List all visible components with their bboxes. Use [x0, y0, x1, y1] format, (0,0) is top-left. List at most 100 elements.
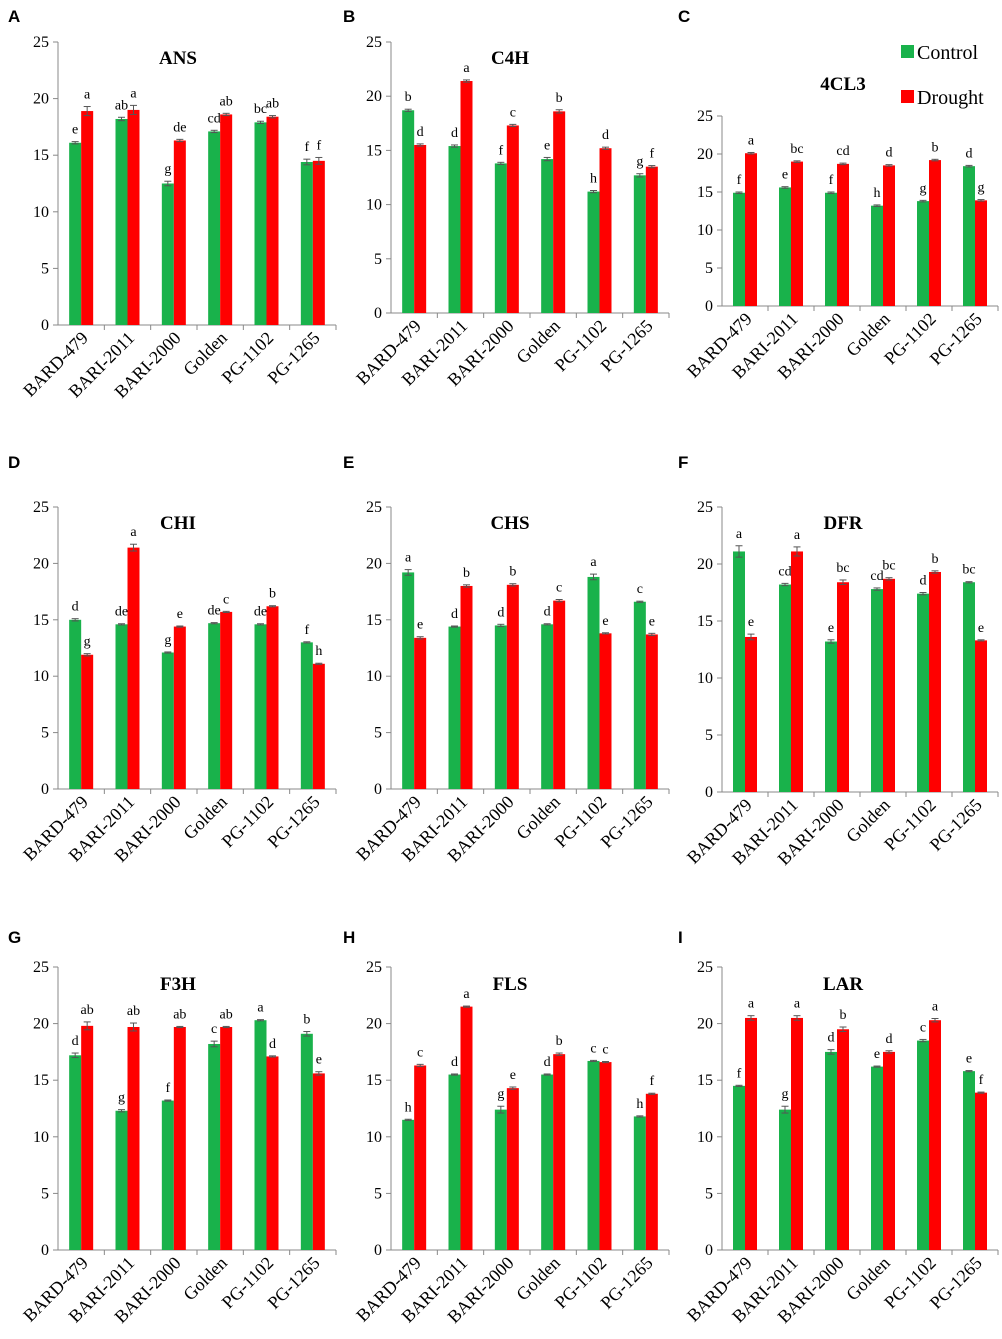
panel-i-bar-control — [963, 1071, 975, 1250]
panel-e-sig-label: e — [649, 614, 655, 629]
panel-f-y-tick-label: 20 — [697, 556, 713, 573]
panel-e-sig-label: c — [637, 582, 643, 597]
panel-a-bar-control — [254, 122, 267, 325]
panel-b-sig-label: e — [544, 138, 550, 153]
panel-g-y-tick-label: 25 — [33, 959, 49, 976]
panel-f-y-tick-label: 5 — [705, 727, 713, 744]
panel-h-bar-drought — [553, 1054, 566, 1250]
panel-e-sig-label: e — [417, 618, 423, 633]
panel-i-sig-label: c — [920, 1020, 926, 1035]
panel-b-sig-label: h — [590, 172, 597, 187]
panel-g-sig-label: c — [211, 1022, 217, 1037]
panel-a-y-tick-label: 10 — [33, 204, 49, 221]
legend-label-control: Control — [917, 42, 979, 64]
panel-i-letter: I — [678, 928, 683, 947]
panel-h-sig-label: g — [497, 1087, 504, 1102]
panel-e-bar-control — [633, 601, 646, 789]
panel-c-sig-label: d — [966, 146, 973, 161]
panel-c-letter: C — [678, 7, 690, 26]
panel-b-bar-control — [402, 110, 415, 314]
panel-b-sig-label: f — [649, 147, 654, 162]
panel-b-bar-control — [587, 191, 600, 313]
panel-d-bar-drought — [173, 626, 186, 789]
panel-c-sig-label: b — [932, 140, 939, 155]
panel-c-bar-drought — [791, 161, 803, 306]
panel-i-sig-label: b — [840, 1008, 847, 1023]
panel-e-sig-label: b — [509, 565, 516, 580]
panel-f-bar-control — [779, 584, 791, 792]
panel-c-sig-label: e — [782, 168, 788, 183]
panel-d-sig-label: c — [223, 592, 229, 607]
panel-e-letter: E — [343, 453, 354, 472]
panel-d-bar-drought — [81, 654, 94, 789]
panel-a-sig-label: g — [164, 162, 171, 177]
panel-a-bar-control — [161, 183, 174, 325]
panel-g-sig-label: b — [303, 1013, 310, 1028]
panel-f-bar-control — [917, 593, 929, 792]
panel-h-y-tick-label: 20 — [366, 1016, 382, 1033]
panel-d-title: CHI — [160, 513, 196, 534]
panel-f-sig-label: cd — [870, 569, 883, 584]
panel-e-bar-control — [541, 624, 554, 789]
panel-g-sig-label: ab — [127, 1004, 140, 1019]
panel-c-sig-label: cd — [836, 144, 849, 159]
panel-f-letter: F — [678, 453, 688, 472]
panel-e-y-tick-label: 10 — [366, 668, 382, 685]
panel-h-bar-control — [448, 1074, 461, 1250]
panel-c-y-tick-label: 0 — [705, 298, 713, 315]
panel-b-letter: B — [343, 7, 355, 26]
panel-h-sig-label: c — [602, 1043, 608, 1058]
panel-b-bar-drought — [599, 148, 612, 313]
panel-d-sig-label: de — [115, 605, 128, 620]
legend-swatch-control — [901, 45, 914, 58]
panel-f-y-tick-label: 10 — [697, 670, 713, 687]
panel-e-y-tick-label: 0 — [374, 781, 382, 798]
panel-i-sig-label: e — [966, 1052, 972, 1067]
panel-i-sig-label: f — [979, 1073, 984, 1088]
panel-g-y-tick-label: 5 — [41, 1185, 49, 1202]
panel-g-bar-control — [161, 1100, 174, 1250]
panel-c-bar-drought — [745, 153, 757, 306]
panel-b-category-label: PG-1265 — [597, 316, 657, 376]
panel-e-sig-label: e — [602, 614, 608, 629]
panel-i-bar-control — [733, 1085, 745, 1250]
panel-d-bar-drought — [220, 611, 233, 789]
panel-a-sig-label: f — [304, 140, 309, 155]
panel-b-y-tick-label: 0 — [374, 305, 382, 322]
panel-e-sig-label: b — [463, 566, 470, 581]
panel-a-sig-label: ab — [220, 94, 233, 109]
panel-g-bar-control — [208, 1043, 221, 1250]
panel-a-sig-label: de — [173, 120, 186, 135]
panel-f-bar-drought — [929, 571, 941, 792]
panel-i-sig-label: d — [828, 1031, 835, 1046]
panel-c-y-tick-label: 15 — [697, 184, 713, 201]
panel-g-sig-label: e — [316, 1053, 322, 1068]
panel-b-sig-label: b — [556, 91, 563, 106]
panel-f-sig-label: bc — [836, 561, 849, 576]
panel-i-sig-label: e — [874, 1047, 880, 1062]
panel-i-sig-label: g — [782, 1087, 789, 1102]
panel-b-bar-drought — [645, 166, 658, 313]
panel-f-y-tick-label: 0 — [705, 784, 713, 801]
panel-h-bar-control — [633, 1116, 646, 1250]
panel-i-bar-control — [917, 1040, 929, 1250]
panel-a-y-tick-label: 15 — [33, 147, 49, 164]
panel-i-y-tick-label: 20 — [697, 1016, 713, 1033]
panel-d-sig-label: de — [208, 604, 221, 619]
panel-h-y-tick-label: 15 — [366, 1072, 382, 1089]
panel-g-sig-label: ab — [220, 1007, 233, 1022]
panel-d-bar-control — [69, 619, 82, 789]
panel-h-bar-control — [587, 1060, 600, 1250]
panel-e-sig-label: d — [544, 605, 551, 620]
panel-b-title: C4H — [491, 48, 529, 69]
panel-e-sig-label: d — [497, 605, 504, 620]
panel-c-sig-label: f — [737, 173, 742, 188]
panel-e-sig-label: a — [590, 555, 597, 570]
panel-g-bar-control — [254, 1020, 267, 1250]
panel-a-letter: A — [8, 7, 20, 26]
panel-i-bar-drought — [745, 1017, 757, 1250]
panel-f-bar-control — [733, 551, 745, 792]
panel-e-bar-drought — [506, 584, 519, 789]
panel-d-y-tick-label: 25 — [33, 499, 49, 516]
